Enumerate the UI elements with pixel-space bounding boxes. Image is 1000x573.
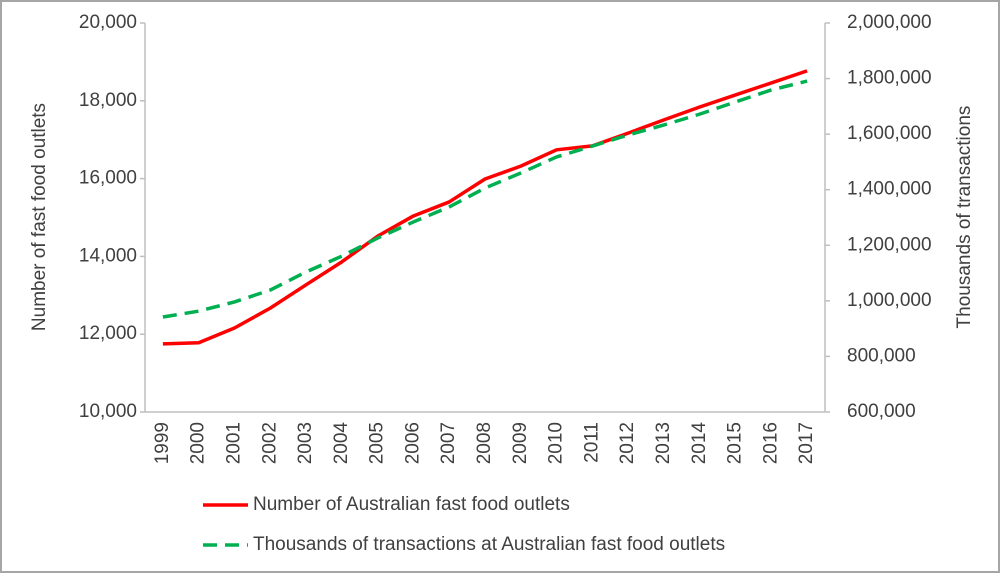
y2-axis-title: Thousands of transactions	[954, 106, 975, 329]
y-tick-label: 18,000	[79, 90, 137, 111]
x-tick-label: 2007	[438, 422, 459, 464]
y-tick-label: 16,000	[79, 168, 137, 189]
x-tick-label: 2011	[581, 422, 602, 463]
y-tick-label: 12,000	[79, 323, 137, 344]
x-tick-label: 2008	[474, 422, 495, 464]
y2-tick-label: 1,200,000	[847, 234, 932, 255]
legend-label: Thousands of transactions at Australian …	[253, 534, 725, 555]
x-tick-label: 2010	[546, 422, 567, 464]
y2-tick-label: 1,800,000	[847, 68, 932, 89]
x-tick-label: 2000	[188, 422, 209, 464]
y-tick-label: 10,000	[79, 401, 137, 422]
x-tick-label: 2014	[689, 422, 710, 465]
x-tick-label: 2006	[402, 422, 423, 464]
x-tick-label: 2013	[653, 422, 674, 464]
x-tick-label: 1999	[152, 422, 173, 464]
x-tick-label: 2015	[725, 422, 746, 464]
y2-tick-label: 800,000	[847, 345, 916, 366]
x-tick-label: 2002	[259, 422, 280, 464]
y2-tick-label: 2,000,000	[847, 12, 932, 33]
y-tick-label: 20,000	[79, 12, 137, 33]
y2-tick-label: 600,000	[847, 401, 916, 422]
x-tick-label: 2016	[760, 422, 781, 464]
x-tick-label: 2005	[367, 422, 388, 464]
x-tick-label: 2012	[617, 422, 638, 464]
series-line	[162, 79, 808, 319]
x-tick-label: 2003	[295, 422, 316, 464]
x-tick-label: 2004	[331, 422, 352, 465]
y-tick-label: 14,000	[79, 245, 137, 266]
legend-label: Number of Australian fast food outlets	[253, 494, 570, 515]
y2-tick-label: 1,000,000	[847, 290, 932, 311]
series-line	[162, 69, 808, 346]
y-axis-title: Number of fast food outlets	[29, 103, 50, 331]
y2-tick-label: 1,400,000	[847, 179, 932, 200]
x-tick-label: 2017	[796, 422, 817, 464]
x-tick-label: 2001	[223, 422, 244, 464]
x-tick-label: 2009	[510, 422, 531, 464]
y2-tick-label: 1,600,000	[847, 123, 932, 144]
